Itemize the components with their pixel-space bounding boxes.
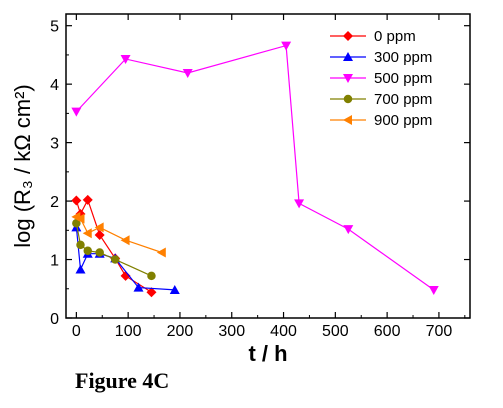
x-tick-label: 400	[270, 323, 297, 340]
x-tick-label: 200	[167, 323, 194, 340]
y-tick-label: 3	[50, 136, 59, 153]
x-tick-label: 0	[72, 323, 81, 340]
data-point	[281, 41, 292, 51]
data-point	[75, 213, 85, 224]
x-tick-label: 600	[374, 323, 401, 340]
series-line	[75, 198, 152, 293]
legend-entry-4: 900 ppm	[330, 112, 432, 129]
y-axis-title: log (R₃ / kΩ cm²)	[10, 84, 35, 248]
legend-entry-2: 500 ppm	[330, 70, 432, 87]
y-tick-label: 4	[50, 77, 59, 94]
data-point	[120, 55, 131, 65]
data-point	[146, 287, 157, 298]
data-point	[95, 248, 104, 257]
legend-label: 900 ppm	[374, 112, 432, 129]
data-point	[343, 31, 353, 41]
data-point	[94, 222, 104, 233]
data-point	[120, 235, 130, 246]
figure-caption: Figure 4C	[75, 368, 170, 393]
data-point	[343, 225, 354, 235]
legend-label: 300 ppm	[374, 49, 432, 66]
data-point	[133, 282, 144, 292]
data-point	[71, 195, 82, 206]
data-point	[76, 240, 85, 250]
axes	[65, 13, 471, 319]
data-point	[83, 246, 93, 256]
data-point	[294, 199, 305, 209]
series-2	[71, 41, 439, 295]
data-point	[110, 255, 120, 264]
legend-entry-0: 0 ppm	[330, 28, 416, 45]
y-tick-label: 1	[50, 253, 59, 270]
y-tick-label: 2	[50, 194, 59, 211]
data-point	[169, 284, 180, 294]
data-point	[120, 270, 131, 281]
series-4	[71, 211, 166, 258]
x-axis-title: t / h	[248, 341, 287, 366]
plot-frame	[65, 13, 471, 319]
data-point	[72, 219, 81, 228]
data-point	[156, 247, 166, 258]
data-point	[343, 115, 352, 125]
data-point	[82, 228, 92, 239]
data-point	[82, 194, 93, 205]
data-point	[343, 74, 353, 83]
data-point	[71, 107, 82, 117]
data-point	[75, 264, 86, 274]
x-tick-label: 700	[426, 323, 453, 340]
series-layer	[71, 41, 439, 298]
x-tick-label: 300	[218, 323, 245, 340]
tick-layer: 0 100 200 300 400 500 600 700 0 1 2 3 4 5	[50, 14, 470, 340]
x-tick-label: 500	[322, 323, 349, 340]
y-tick-label: 5	[50, 19, 59, 36]
x-tick-label: 100	[115, 323, 142, 340]
y-tick-label: 0	[50, 311, 59, 328]
legend-label: 500 ppm	[374, 70, 432, 87]
legend-entry-1: 300 ppm	[330, 49, 432, 66]
legend-label: 700 ppm	[374, 91, 432, 108]
data-point	[343, 94, 353, 104]
data-point	[428, 285, 439, 295]
series-3	[72, 219, 156, 281]
data-point	[147, 271, 156, 281]
legend-label: 0 ppm	[374, 28, 416, 45]
data-point	[182, 69, 193, 79]
data-point	[343, 52, 353, 61]
data-point	[94, 229, 105, 240]
legend-entry-3: 700 ppm	[330, 91, 432, 108]
legend: 0 ppm 300 ppm 500 ppm 700 ppm 900 ppm	[330, 28, 432, 129]
